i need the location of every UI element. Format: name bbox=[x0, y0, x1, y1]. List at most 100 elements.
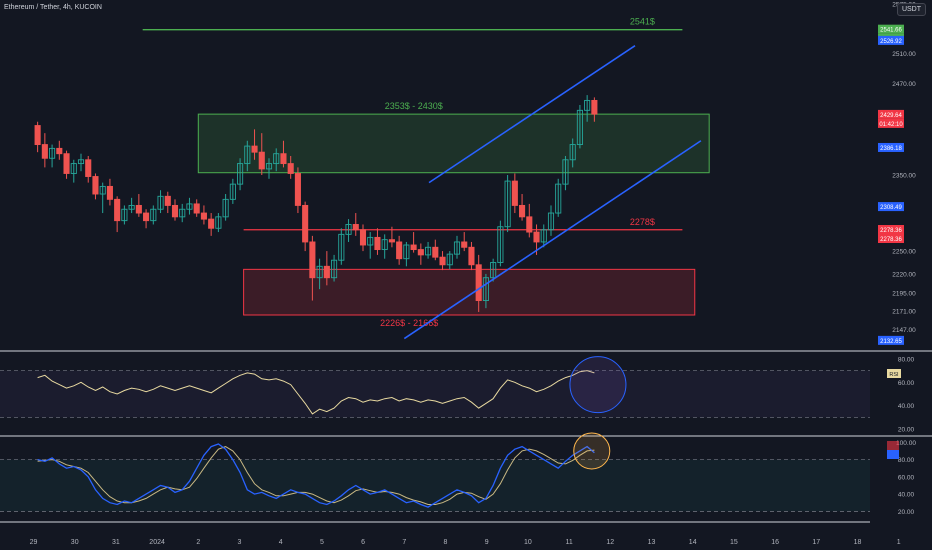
candle bbox=[388, 226, 395, 248]
level-label: 2278$ bbox=[630, 217, 655, 227]
x-tick-label: 13 bbox=[648, 539, 656, 546]
candle bbox=[164, 191, 171, 214]
candle bbox=[584, 95, 591, 122]
candle bbox=[63, 150, 70, 179]
x-tick-label: 10 bbox=[524, 539, 532, 546]
trend-channel-line[interactable] bbox=[403, 140, 702, 340]
x-tick-label: 6 bbox=[361, 539, 365, 546]
price-badge: 2429.64 bbox=[878, 109, 904, 119]
rsi-label[interactable]: RSI bbox=[887, 369, 901, 378]
highlight-circle bbox=[573, 432, 611, 470]
price-badge: 2132.65 bbox=[878, 335, 904, 345]
candle bbox=[396, 235, 403, 265]
svg-text:2429.64: 2429.64 bbox=[880, 113, 902, 119]
price-tick-label: 2147.00 bbox=[892, 327, 916, 334]
x-tick-label: 7 bbox=[402, 539, 406, 546]
candle bbox=[258, 133, 265, 175]
candle bbox=[359, 224, 367, 252]
stoch-tick-label: 20.00 bbox=[898, 509, 915, 516]
candle bbox=[475, 254, 482, 312]
candle bbox=[179, 203, 186, 223]
candle bbox=[135, 194, 142, 217]
candle bbox=[511, 173, 518, 214]
candle bbox=[425, 241, 432, 259]
candle bbox=[265, 158, 273, 179]
price-badge: 2308.49 bbox=[878, 202, 904, 212]
candle bbox=[576, 105, 583, 149]
svg-text:2308.49: 2308.49 bbox=[880, 205, 902, 211]
candle bbox=[323, 251, 330, 286]
candle bbox=[497, 220, 504, 267]
currency-selector[interactable]: USDT bbox=[896, 3, 926, 16]
candle bbox=[237, 158, 244, 191]
candle bbox=[547, 205, 555, 236]
candle bbox=[200, 205, 207, 225]
candle bbox=[316, 258, 323, 290]
candle bbox=[591, 97, 598, 122]
candle bbox=[555, 178, 562, 217]
candle bbox=[77, 153, 85, 172]
candle bbox=[569, 138, 576, 168]
stoch-rsi-label[interactable] bbox=[887, 441, 899, 459]
svg-text:2132.65: 2132.65 bbox=[880, 339, 902, 345]
x-tick-label: 9 bbox=[485, 539, 489, 546]
highlight-circle bbox=[569, 356, 627, 414]
stoch-tick-label: 100.00 bbox=[896, 440, 916, 447]
candle bbox=[121, 205, 128, 225]
candle bbox=[417, 243, 424, 265]
x-tick-label: 8 bbox=[444, 539, 448, 546]
candle bbox=[92, 173, 99, 200]
candle bbox=[562, 155, 569, 191]
stoch-tick-label: 40.00 bbox=[898, 492, 915, 499]
x-tick-label: 11 bbox=[565, 539, 572, 546]
rsi-tick-label: 40.00 bbox=[898, 403, 915, 410]
price-badge: 2278.36 bbox=[878, 225, 904, 235]
candle bbox=[229, 178, 236, 204]
price-badge: 2386.18 bbox=[878, 142, 904, 152]
candle bbox=[461, 232, 468, 252]
x-tick-label: 2 bbox=[196, 539, 200, 546]
level-label: 2541$ bbox=[630, 17, 655, 27]
candle bbox=[85, 155, 92, 183]
rsi-tick-label: 60.00 bbox=[898, 380, 915, 387]
chart-title: Ethereum / Tether, 4h, KUCOIN bbox=[4, 4, 102, 11]
candle bbox=[193, 199, 200, 217]
candle bbox=[367, 232, 374, 259]
zone-label: 2353$ - 2430$ bbox=[385, 101, 443, 111]
candle bbox=[309, 235, 316, 301]
candle bbox=[273, 148, 280, 172]
svg-text:2526.92: 2526.92 bbox=[880, 39, 902, 45]
candle bbox=[222, 194, 229, 221]
candle bbox=[34, 121, 41, 153]
candle bbox=[338, 228, 345, 265]
candle bbox=[468, 241, 475, 271]
stoch-tick-label: 80.00 bbox=[898, 457, 915, 464]
x-tick-label: 3 bbox=[238, 539, 242, 546]
svg-text:RSI: RSI bbox=[889, 372, 899, 378]
price-tick-label: 2220.00 bbox=[892, 271, 916, 278]
candle bbox=[302, 201, 309, 252]
rsi-tick-label: 80.00 bbox=[898, 356, 915, 363]
trend-channel-line[interactable] bbox=[428, 44, 636, 184]
x-tick-label: 1 bbox=[897, 539, 901, 546]
candle bbox=[519, 194, 526, 221]
rsi-band bbox=[0, 370, 870, 418]
x-tick-label: 30 bbox=[71, 539, 79, 546]
candle bbox=[143, 209, 150, 229]
candle bbox=[374, 228, 381, 255]
x-tick-label: 14 bbox=[689, 539, 697, 546]
x-tick-label: 15 bbox=[730, 539, 738, 546]
price-zone[interactable] bbox=[243, 268, 696, 316]
candle bbox=[352, 213, 359, 236]
x-tick-label: 16 bbox=[771, 539, 779, 546]
price-tick-label: 2510.00 bbox=[892, 51, 916, 58]
price-badge: 2541.66 bbox=[878, 24, 904, 34]
price-badge: 01:42:10 bbox=[878, 118, 904, 128]
rsi-line bbox=[37, 370, 595, 415]
stoch-tick-label: 60.00 bbox=[898, 474, 915, 481]
price-badge: 2278.36 bbox=[878, 234, 904, 244]
price-tick-label: 2350.00 bbox=[892, 173, 916, 180]
candle bbox=[171, 199, 179, 221]
